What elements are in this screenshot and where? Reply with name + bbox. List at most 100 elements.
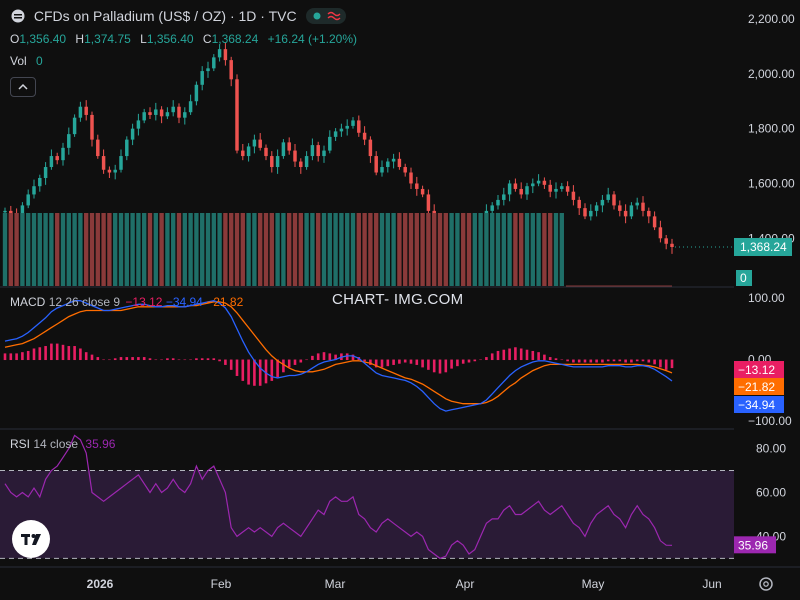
tradingview-logo[interactable] xyxy=(12,520,50,558)
ohlc-readout: O1,356.40 H1,374.75 L1,356.40 C1,368.24 … xyxy=(10,32,363,46)
candle-body xyxy=(380,167,384,173)
volume-bar xyxy=(368,213,373,286)
volume-bar xyxy=(8,213,13,286)
volume-bar xyxy=(316,213,321,286)
candle-body xyxy=(554,188,558,192)
volume-label: Vol xyxy=(10,54,27,68)
volume-bar xyxy=(414,213,419,286)
volume-bar xyxy=(258,213,263,286)
volume-bar xyxy=(519,213,524,286)
candle-body xyxy=(391,158,396,162)
candle-body xyxy=(212,57,216,69)
rsi-value: 35.96 xyxy=(85,437,116,451)
candle-body xyxy=(188,101,193,113)
candle-body xyxy=(409,172,413,184)
volume-bar xyxy=(55,213,60,286)
open-label: O xyxy=(10,32,20,46)
candle-body xyxy=(293,150,297,162)
volume-bar xyxy=(49,213,54,286)
collapse-legend-button[interactable] xyxy=(10,77,36,97)
volume-bar xyxy=(20,213,25,286)
time-tick-label: Jun xyxy=(702,577,721,591)
volume-bar xyxy=(432,213,437,286)
volume-bar xyxy=(449,213,454,286)
candle-body xyxy=(159,109,164,117)
market-status-icon xyxy=(306,8,347,24)
volume-bar xyxy=(142,213,147,286)
axes: 2,200.002,000.001,800.001,600.001,400.00… xyxy=(87,12,795,591)
candle-body xyxy=(38,177,42,187)
candle-body xyxy=(101,156,106,170)
candle-body xyxy=(328,136,332,151)
volume-bar xyxy=(194,213,199,286)
volume-bar xyxy=(72,213,77,286)
candle-body xyxy=(246,146,251,157)
volume-bar xyxy=(31,213,37,286)
candle-body xyxy=(600,199,605,206)
tv-logo-icon xyxy=(21,534,41,545)
close-label: C xyxy=(202,32,212,46)
time-tick-label: May xyxy=(582,577,605,591)
volume-bar xyxy=(240,213,245,286)
settings-gear-icon[interactable] xyxy=(759,577,773,591)
candle-body xyxy=(281,142,286,157)
volume-bar xyxy=(362,213,367,286)
macd-line-value: −34.94 xyxy=(165,295,203,309)
candle-body xyxy=(606,194,610,200)
volume-bar xyxy=(130,213,135,286)
macd-name[interactable]: MACD xyxy=(10,295,46,309)
rsi-value-badge-label: 35.96 xyxy=(738,538,768,552)
candle-body xyxy=(577,199,581,209)
candle-body xyxy=(496,199,500,206)
volume-bar xyxy=(205,213,211,286)
candle-body xyxy=(542,180,547,185)
candle-body xyxy=(177,106,181,118)
volume-bar xyxy=(147,213,153,286)
volume-bar xyxy=(281,213,286,286)
rsi-line xyxy=(4,434,673,560)
volume-bar xyxy=(217,213,222,286)
candle-body xyxy=(594,205,599,211)
volume-bar xyxy=(43,213,48,286)
candle-body xyxy=(96,139,100,157)
candle-body xyxy=(49,156,54,168)
candle-body xyxy=(299,161,303,168)
low-label: L xyxy=(140,32,147,46)
symbol-title[interactable]: CFDs on Palladium (US$ / OZ) · 1D · TVC xyxy=(33,8,297,24)
candle-body xyxy=(20,205,25,218)
candle-body xyxy=(583,208,587,217)
volume-bar xyxy=(252,213,257,286)
candle-body xyxy=(647,210,651,217)
volume-bar xyxy=(60,213,66,286)
time-tick-label: Feb xyxy=(211,577,232,591)
macd-value-badge xyxy=(734,396,784,413)
candle-body xyxy=(368,139,373,157)
volume-bar xyxy=(176,213,182,286)
volume-bar xyxy=(379,213,385,286)
candle-body xyxy=(641,202,645,211)
volume-bar xyxy=(246,213,251,286)
candle-body xyxy=(415,183,419,189)
candle-body xyxy=(165,112,170,117)
time-tick-label: Mar xyxy=(325,577,346,591)
candle-body xyxy=(142,112,146,121)
volume-bar xyxy=(443,213,448,286)
close-value: 1,368.24 xyxy=(211,32,259,46)
candle-body xyxy=(658,227,663,239)
high-label: H xyxy=(75,32,85,46)
volume-bar xyxy=(548,213,553,286)
volume-bar xyxy=(118,213,124,286)
candle-body xyxy=(252,139,257,147)
candle-body xyxy=(72,117,77,135)
symbol-logo-icon xyxy=(11,9,25,23)
volume-bar xyxy=(472,213,477,286)
volume-bar xyxy=(136,213,141,286)
rsi-name[interactable]: RSI xyxy=(10,437,31,451)
volume-bar xyxy=(333,213,338,286)
rsi-tick-label: 80.00 xyxy=(756,442,786,456)
macd-value-badge-label: −21.82 xyxy=(738,380,775,394)
volume-bar xyxy=(107,213,112,286)
volume-badge-label: 0 xyxy=(740,271,747,285)
price-tick-label: 2,200.00 xyxy=(748,12,795,26)
volume-bar xyxy=(66,213,71,286)
